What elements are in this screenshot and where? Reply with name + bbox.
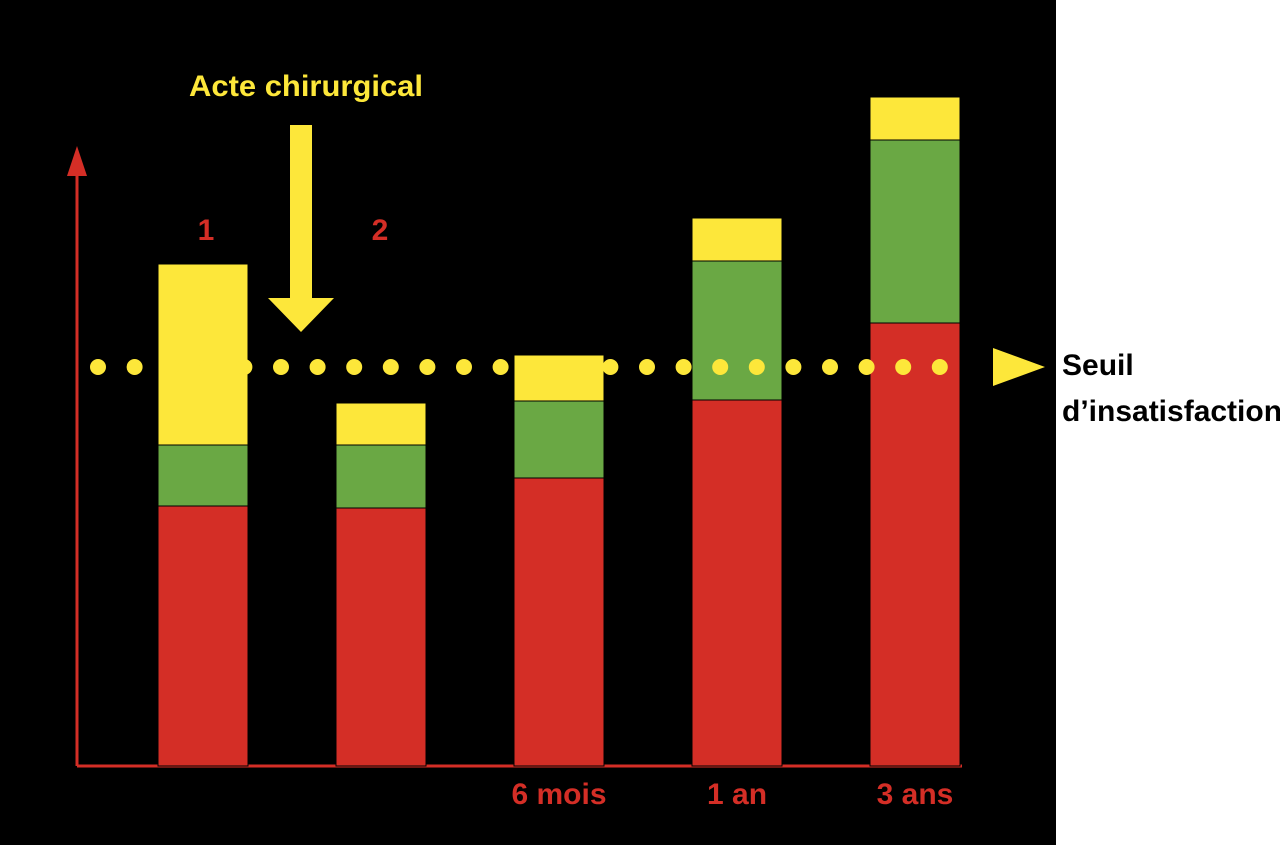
bar-segment xyxy=(335,444,427,509)
threshold-arrow-head xyxy=(993,348,1045,386)
bar-segment xyxy=(869,322,961,767)
bar-segment xyxy=(157,263,249,446)
bar-segment xyxy=(335,507,427,767)
bar-segment xyxy=(691,399,783,767)
annotation-arrow-shaft xyxy=(290,125,312,300)
threshold-label: Seuil xyxy=(1062,349,1134,382)
bar-segment xyxy=(157,505,249,767)
threshold-label: d’insatisfaction xyxy=(1062,395,1280,428)
bar-segment xyxy=(869,96,961,141)
annotation-arrow-head xyxy=(268,298,334,332)
annotation: Acte chirurgical xyxy=(189,70,423,103)
bar-segment xyxy=(513,354,605,402)
bar-segment xyxy=(513,400,605,479)
bar-segment xyxy=(691,260,783,401)
bar-label: 1 xyxy=(198,214,215,247)
bar-label: 2 xyxy=(372,214,389,247)
x-tick-label: 6 mois xyxy=(511,778,606,811)
bar-segment xyxy=(157,444,249,507)
x-tick-label: 1 an xyxy=(707,778,767,811)
bar-segment xyxy=(335,402,427,446)
bar-segment xyxy=(869,139,961,324)
bar-segment xyxy=(513,477,605,767)
y-axis-arrow xyxy=(67,146,87,176)
x-tick-label: 3 ans xyxy=(877,778,954,811)
bar-segment xyxy=(691,217,783,262)
